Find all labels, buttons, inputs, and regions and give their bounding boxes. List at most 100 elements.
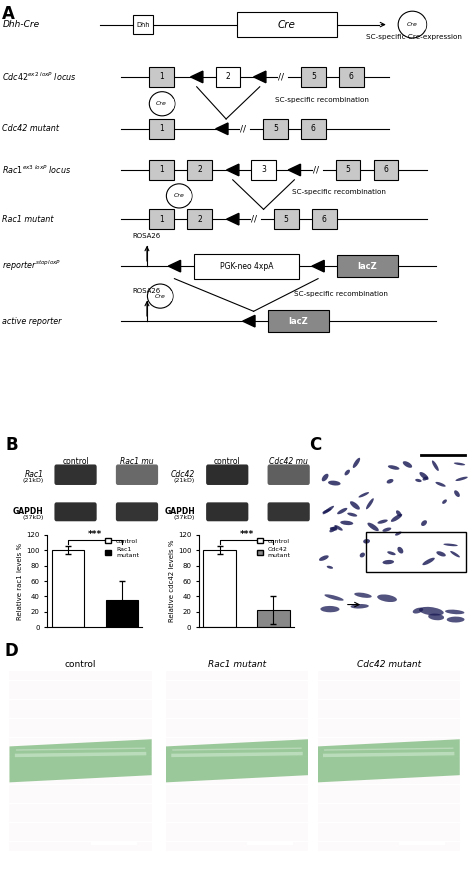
Text: SC-specific recombination: SC-specific recombination — [294, 291, 388, 296]
Ellipse shape — [413, 608, 423, 614]
Bar — [9, 842, 152, 851]
Text: 3: 3 — [261, 166, 266, 175]
Ellipse shape — [443, 544, 458, 546]
Bar — [9, 813, 152, 823]
Text: Cdc42: Cdc42 — [171, 470, 195, 479]
Text: 1: 1 — [159, 125, 164, 133]
Bar — [166, 775, 308, 784]
Ellipse shape — [358, 492, 369, 497]
Text: ***: *** — [88, 530, 102, 538]
Wedge shape — [160, 291, 173, 301]
Text: //: // — [278, 73, 284, 82]
Ellipse shape — [383, 527, 391, 531]
Text: Rac1: Rac1 — [25, 470, 44, 479]
Ellipse shape — [366, 498, 374, 510]
Bar — [9, 709, 152, 718]
Text: B: B — [6, 436, 18, 454]
Bar — [166, 823, 308, 831]
Text: Rac1 mu: Rac1 mu — [120, 458, 154, 467]
Polygon shape — [168, 260, 181, 272]
Text: (37kD): (37kD) — [22, 515, 44, 520]
Ellipse shape — [388, 465, 400, 470]
Bar — [187, 160, 212, 180]
Bar — [166, 718, 308, 728]
Polygon shape — [312, 260, 324, 272]
Bar — [166, 757, 308, 766]
Title: Cdc42 mutant: Cdc42 mutant — [356, 660, 421, 669]
Bar — [9, 718, 152, 728]
Ellipse shape — [447, 617, 465, 623]
Text: D: D — [4, 642, 18, 660]
Text: 1: 1 — [159, 73, 164, 82]
Ellipse shape — [454, 462, 465, 466]
Ellipse shape — [397, 547, 403, 553]
Text: Rac1 mutant: Rac1 mutant — [2, 215, 54, 224]
Ellipse shape — [360, 553, 365, 558]
Bar — [318, 728, 460, 738]
Bar — [318, 690, 460, 699]
Ellipse shape — [445, 610, 465, 614]
Bar — [374, 160, 398, 180]
Ellipse shape — [419, 472, 428, 480]
Polygon shape — [318, 739, 460, 782]
Bar — [312, 210, 337, 229]
Text: 6: 6 — [311, 125, 316, 133]
Bar — [274, 210, 299, 229]
Ellipse shape — [340, 521, 353, 525]
Bar — [52, 551, 84, 627]
Ellipse shape — [320, 606, 339, 612]
Bar — [9, 757, 152, 766]
Ellipse shape — [395, 531, 401, 536]
Text: //: // — [313, 166, 319, 175]
Bar — [257, 610, 290, 627]
Y-axis label: Relative rac1 levels %: Relative rac1 levels % — [18, 543, 24, 619]
Text: control: control — [62, 458, 89, 467]
Ellipse shape — [328, 481, 340, 486]
Ellipse shape — [329, 526, 337, 532]
Bar — [166, 662, 308, 671]
Bar — [9, 785, 152, 794]
Bar — [263, 119, 288, 139]
Ellipse shape — [436, 481, 446, 487]
Text: ROSA26: ROSA26 — [133, 289, 161, 295]
Text: 5: 5 — [346, 166, 350, 175]
Bar — [216, 67, 240, 87]
Bar — [318, 747, 460, 756]
Bar — [268, 310, 329, 332]
Polygon shape — [166, 739, 308, 782]
Text: lacZ: lacZ — [289, 317, 309, 325]
Text: 6: 6 — [322, 215, 327, 224]
Text: lacZ: lacZ — [357, 261, 377, 271]
Wedge shape — [179, 191, 191, 201]
Text: 1: 1 — [159, 215, 164, 224]
Text: 5: 5 — [311, 73, 316, 82]
Text: ROSA26: ROSA26 — [133, 233, 161, 239]
Polygon shape — [216, 123, 228, 135]
Ellipse shape — [377, 519, 388, 524]
Bar — [318, 842, 460, 851]
Ellipse shape — [347, 513, 357, 517]
Text: 2: 2 — [197, 166, 202, 175]
Text: (21kD): (21kD) — [174, 478, 195, 482]
FancyBboxPatch shape — [206, 465, 248, 485]
Bar — [237, 12, 337, 37]
Text: control: control — [214, 458, 241, 467]
Ellipse shape — [454, 490, 460, 497]
Ellipse shape — [428, 614, 444, 620]
Bar — [194, 253, 299, 279]
Ellipse shape — [387, 479, 393, 483]
Text: 6: 6 — [349, 73, 354, 82]
Text: 2: 2 — [197, 215, 202, 224]
Ellipse shape — [337, 508, 347, 514]
Bar — [9, 795, 152, 803]
Bar — [9, 766, 152, 775]
Text: Cre: Cre — [278, 19, 296, 30]
Bar — [318, 804, 460, 813]
Bar — [318, 813, 460, 823]
Bar — [337, 255, 398, 277]
Bar — [166, 690, 308, 699]
Bar — [318, 738, 460, 746]
Ellipse shape — [322, 509, 331, 513]
Ellipse shape — [442, 499, 447, 504]
Bar — [166, 832, 308, 841]
